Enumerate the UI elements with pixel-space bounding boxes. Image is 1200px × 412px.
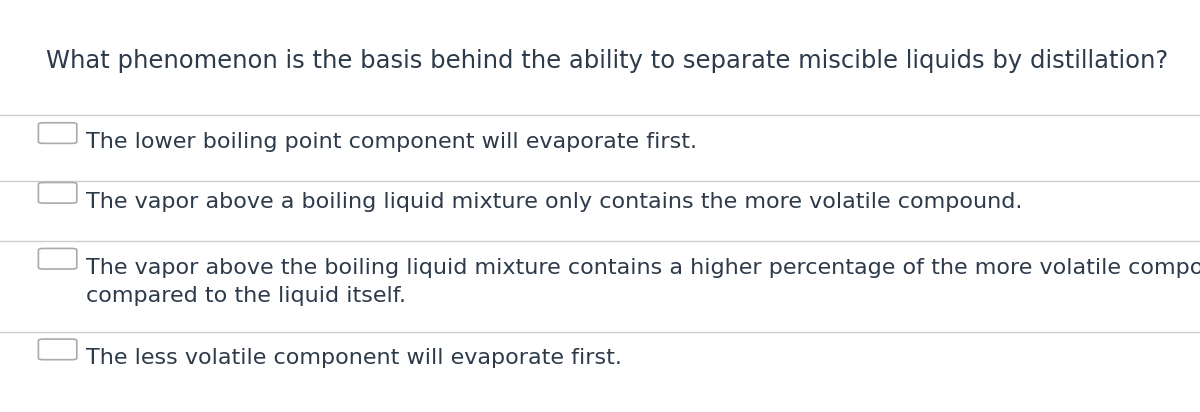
Text: What phenomenon is the basis behind the ability to separate miscible liquids by : What phenomenon is the basis behind the … [46,49,1168,73]
FancyBboxPatch shape [38,123,77,143]
FancyBboxPatch shape [38,339,77,360]
Text: The vapor above the boiling liquid mixture contains a higher percentage of the m: The vapor above the boiling liquid mixtu… [86,258,1200,306]
Text: The less volatile component will evaporate first.: The less volatile component will evapora… [86,348,623,368]
Text: The vapor above a boiling liquid mixture only contains the more volatile compoun: The vapor above a boiling liquid mixture… [86,192,1022,212]
Text: The lower boiling point component will evaporate first.: The lower boiling point component will e… [86,132,697,152]
FancyBboxPatch shape [38,183,77,203]
FancyBboxPatch shape [38,248,77,269]
